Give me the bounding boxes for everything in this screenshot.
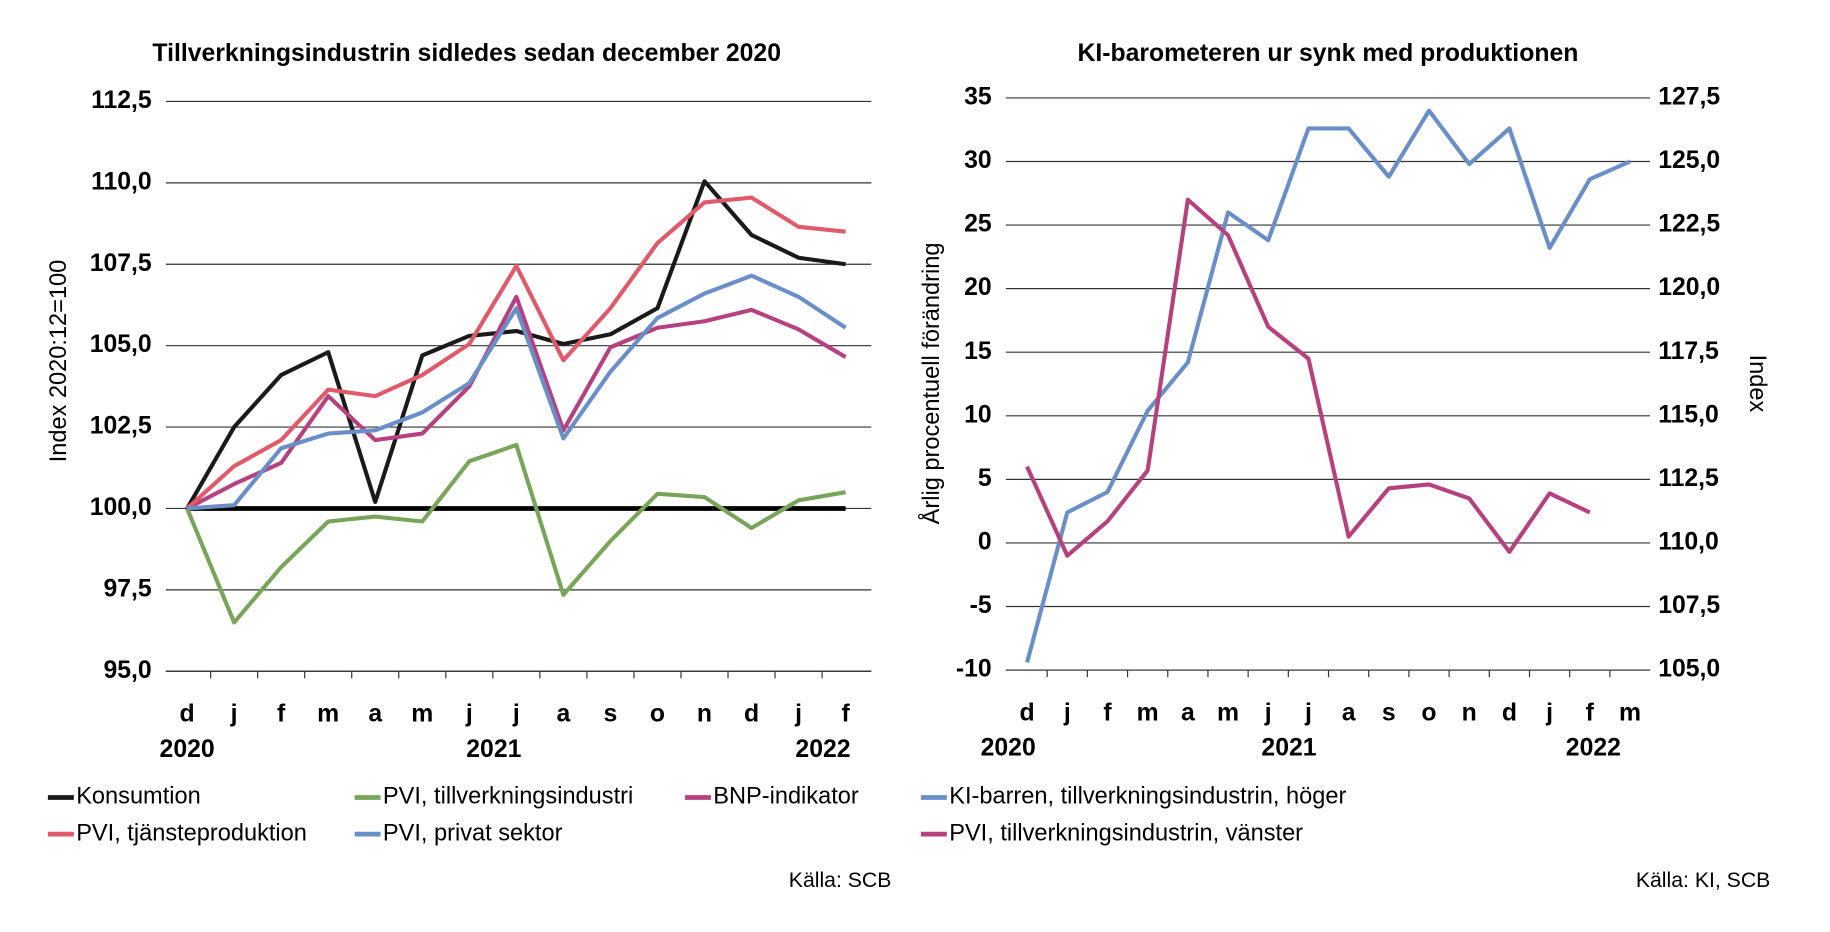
x-tick-label: f — [1103, 699, 1112, 726]
y-axis-label: Index 2020:12=100 — [45, 260, 71, 463]
x-tick-label: j — [1264, 699, 1272, 726]
series-line — [1025, 108, 1631, 664]
legend-label: Konsumtion — [76, 783, 201, 809]
x-tick-label: n — [697, 700, 712, 727]
x-tick-label: j — [794, 700, 802, 727]
y-tick-label: 107,5 — [90, 250, 152, 277]
y-tick-label: 35 — [964, 83, 992, 110]
legend-label: PVI, tjänsteproduktion — [76, 819, 307, 845]
series-line — [186, 273, 847, 511]
y2-tick-label: 115,0 — [1658, 401, 1719, 428]
x-tick-label: j — [230, 700, 238, 727]
x-tick-label: o — [650, 700, 665, 727]
y-tick-label: 30 — [964, 147, 992, 174]
y-tick-label: 95,0 — [104, 657, 152, 684]
source: Källa: KI, SCB — [1636, 869, 1770, 892]
y-tick-label: 5 — [978, 465, 992, 492]
x-tick-label: j — [1304, 699, 1312, 726]
y-tick-label: 97,5 — [104, 575, 152, 602]
x-tick-label: o — [1421, 699, 1436, 726]
year-label: 2022 — [1566, 735, 1621, 762]
legend-label: PVI, tillverkningsindustrin, vänster — [949, 819, 1303, 845]
x-tick-label: j — [1063, 699, 1071, 726]
series-line — [185, 195, 846, 511]
y2-tick-label: 120,0 — [1658, 274, 1720, 301]
y-tick-label: 15 — [964, 338, 992, 365]
y2-tick-label: 110,0 — [1658, 528, 1719, 555]
y2-tick-label: 105,0 — [1658, 656, 1720, 683]
y2-tick-label: 107,5 — [1658, 592, 1720, 619]
x-tick-label: m — [317, 700, 339, 727]
y2-tick-label: 112,5 — [1658, 465, 1719, 492]
x-tick-label: m — [411, 700, 433, 727]
x-tick-label: j — [1545, 699, 1553, 726]
x-tick-label: a — [556, 700, 570, 727]
series-line — [1025, 197, 1591, 558]
y-axis-label: Årlig procentuell förändring — [917, 243, 944, 525]
source: Källa: SCB — [789, 869, 892, 892]
x-tick-label: n — [1462, 699, 1477, 726]
y-tick-label: -5 — [970, 592, 992, 619]
y-tick-label: 100,0 — [90, 494, 152, 521]
y2-tick-label: 117,5 — [1658, 338, 1719, 365]
x-tick-label: f — [277, 700, 286, 727]
x-tick-label: s — [1382, 699, 1396, 726]
x-tick-label: a — [1181, 699, 1195, 726]
y2-tick-label: 127,5 — [1658, 83, 1720, 110]
x-tick-label: j — [465, 700, 473, 727]
y-tick-label: -10 — [956, 656, 992, 683]
x-tick-label: a — [1342, 699, 1356, 726]
x-tick-label: d — [180, 700, 195, 727]
series-line — [186, 294, 847, 511]
x-tick-label: d — [744, 700, 759, 727]
y-tick-label: 112,5 — [91, 87, 152, 114]
year-label: 2020 — [981, 735, 1036, 762]
y-tick-label: 102,5 — [90, 413, 152, 440]
x-tick-label: f — [1586, 699, 1595, 726]
y-tick-label: 10 — [964, 401, 992, 428]
legend-label: BNP-indikator — [713, 783, 859, 809]
x-tick-label: s — [604, 700, 618, 727]
y2-tick-label: 125,0 — [1658, 147, 1720, 174]
x-tick-label: m — [1619, 699, 1641, 726]
y2-axis-label: Index — [1745, 355, 1771, 413]
year-label: 2021 — [1261, 735, 1316, 762]
legend-label: KI-barren, tillverkningsindustrin, höger — [949, 783, 1346, 809]
legend-label: PVI, tillverkningsindustri — [383, 783, 633, 809]
chart-title: Tillverkningsindustrin sidledes sedan de… — [152, 40, 781, 67]
y-tick-label: 105,0 — [90, 331, 152, 358]
x-tick-label: d — [1502, 699, 1517, 726]
y-tick-label: 0 — [978, 528, 992, 555]
year-label: 2022 — [795, 736, 850, 763]
x-tick-label: a — [368, 700, 382, 727]
y-tick-label: 25 — [964, 211, 992, 238]
series-line — [185, 179, 846, 510]
chart-title: KI-barometeren ur synk med produktionen — [1077, 40, 1578, 67]
x-tick-label: d — [1020, 699, 1035, 726]
x-tick-label: m — [1137, 699, 1159, 726]
legend-label: PVI, privat sektor — [383, 819, 563, 845]
series-line — [185, 442, 846, 625]
y2-tick-label: 122,5 — [1658, 211, 1720, 238]
y-tick-label: 20 — [964, 274, 992, 301]
x-tick-label: f — [841, 700, 850, 727]
x-tick-label: m — [1217, 699, 1239, 726]
year-label: 2020 — [160, 736, 215, 763]
year-label: 2021 — [466, 736, 521, 763]
x-tick-label: j — [512, 700, 520, 727]
y-tick-label: 110,0 — [91, 168, 152, 195]
